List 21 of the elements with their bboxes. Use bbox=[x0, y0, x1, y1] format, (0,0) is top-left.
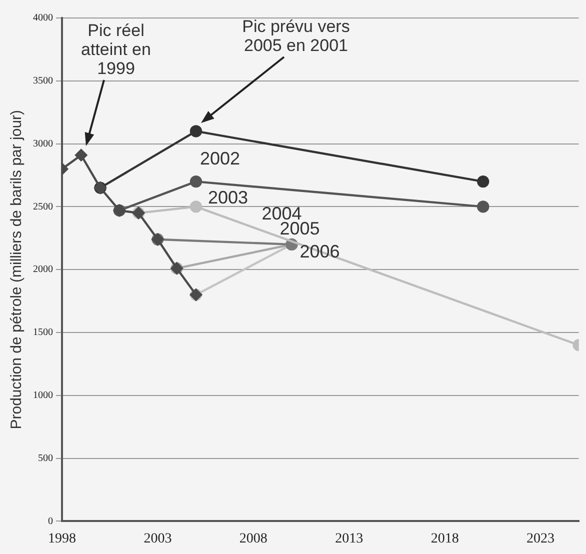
y-tick-label: 2000 bbox=[33, 264, 53, 276]
annotation: Pic réel atteint en 1999 bbox=[80, 21, 152, 78]
annotation: Pic prévu vers 2005 en 2001 bbox=[241, 17, 351, 55]
y-tick-label: 1000 bbox=[33, 390, 53, 402]
series-label: 2002 bbox=[200, 148, 240, 169]
y-tick-label: 4000 bbox=[33, 12, 53, 24]
x-tick-label: 1998 bbox=[48, 531, 76, 546]
y-tick-label: 1500 bbox=[33, 327, 53, 338]
x-tick-label: 2003 bbox=[144, 531, 172, 546]
x-tick-label: 2008 bbox=[239, 531, 268, 546]
y-tick-label: 2500 bbox=[33, 201, 53, 212]
x-tick-label: 2023 bbox=[526, 531, 555, 546]
y-tick-label: 0 bbox=[48, 516, 53, 527]
series-label: 2006 bbox=[300, 241, 340, 262]
y-tick-label: 500 bbox=[38, 452, 53, 464]
x-tick-label: 2018 bbox=[430, 531, 459, 546]
y-tick-label: 3500 bbox=[33, 76, 53, 87]
x-tick-label: 2013 bbox=[335, 531, 364, 546]
series-label: 2003 bbox=[208, 188, 248, 208]
y-tick-label: 3000 bbox=[33, 138, 53, 150]
y-axis-title: Production de pétrole (milliers de barils par jour) bbox=[8, 110, 26, 430]
